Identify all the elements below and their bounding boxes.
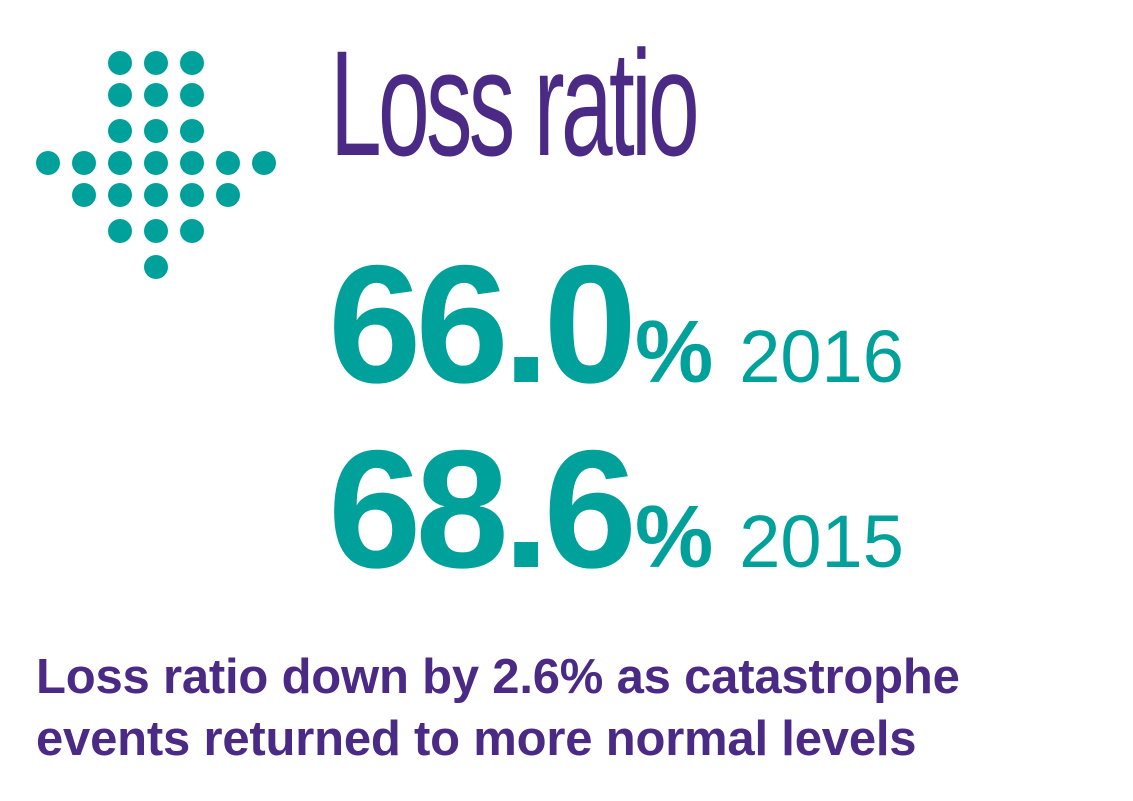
arrow-dot	[144, 255, 168, 279]
stat-year: 2015	[739, 500, 904, 583]
arrow-dot	[144, 219, 168, 243]
arrow-dot	[180, 219, 204, 243]
stat-unit: %	[634, 302, 713, 401]
caption-line-1: Loss ratio down by 2.6% as catastrophe	[36, 650, 960, 704]
arrow-dot	[180, 151, 204, 175]
arrow-dot	[72, 151, 96, 175]
arrow-dot	[108, 83, 132, 107]
arrow-dot	[180, 83, 204, 107]
arrow-dot	[252, 151, 276, 175]
stat-value: 66.0	[328, 230, 637, 418]
stat-row-2015: 68.6% 2015	[328, 425, 904, 593]
arrow-dot	[108, 219, 132, 243]
arrow-dot	[72, 183, 96, 207]
arrow-dot	[144, 83, 168, 107]
arrow-dot	[144, 51, 168, 75]
arrow-dot	[144, 183, 168, 207]
arrow-dot	[180, 183, 204, 207]
arrow-dot	[36, 151, 60, 175]
arrow-dot	[108, 151, 132, 175]
stat-unit: %	[634, 487, 713, 586]
page-title: Loss ratio	[330, 19, 700, 187]
stat-value: 68.6	[328, 415, 637, 603]
caption-line-2: events returned to more normal levels	[36, 712, 917, 766]
stat-row-2016: 66.0% 2016	[328, 240, 904, 408]
arrow-dot	[144, 119, 168, 143]
arrow-dot	[180, 119, 204, 143]
arrow-dot	[216, 183, 240, 207]
arrow-dot	[216, 151, 240, 175]
arrow-dot	[108, 51, 132, 75]
down-arrow-dots-icon	[30, 45, 276, 285]
arrow-dot	[144, 151, 168, 175]
caption: Loss ratio down by 2.6% as catastrophe e…	[36, 646, 1116, 770]
arrow-dot	[108, 119, 132, 143]
arrow-dot	[108, 183, 132, 207]
arrow-dot	[180, 51, 204, 75]
stat-year: 2016	[739, 315, 904, 398]
